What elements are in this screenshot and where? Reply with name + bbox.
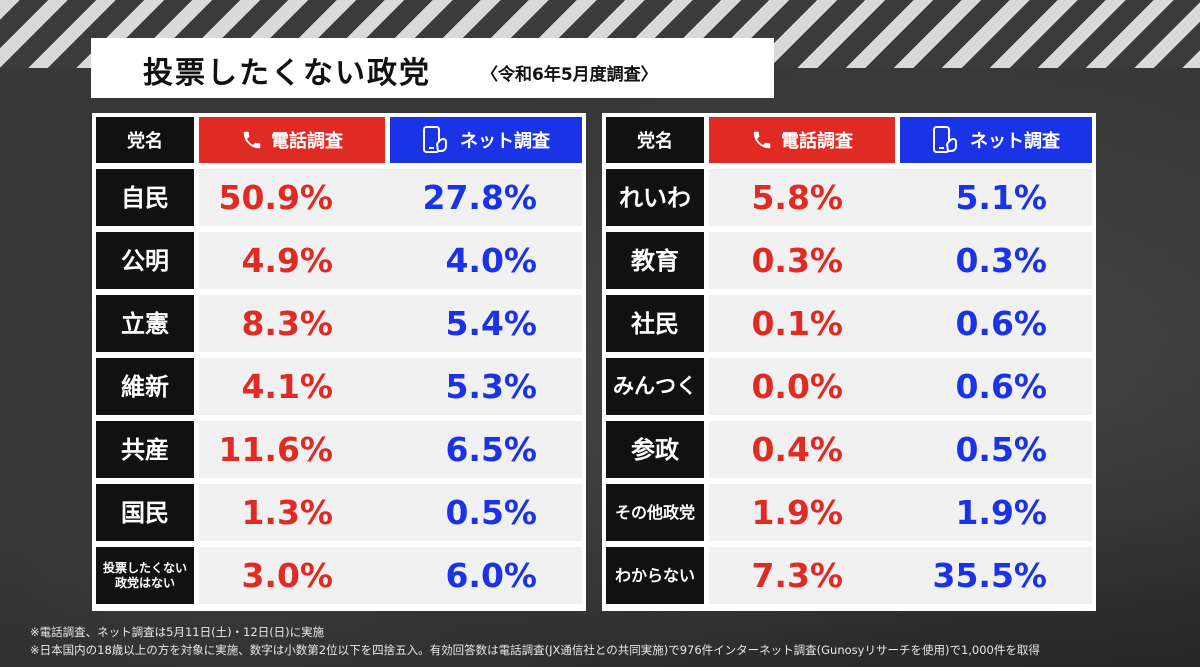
net-value: 5.4% (445, 304, 537, 343)
party-name: 教育 (606, 232, 704, 289)
header-phone-label: 電話調査 (781, 131, 853, 152)
net-value: 0.3% (955, 241, 1047, 280)
left-row: 投票したくない政党はない 3.0% 6.0% (92, 547, 586, 604)
header-net-label: ネット調査 (460, 131, 550, 152)
smartphone-touch-icon (423, 126, 447, 153)
row-background (199, 295, 582, 352)
right-header-phone: 電話調査 (709, 117, 895, 163)
left-row: 自民 50.9% 27.8% (92, 169, 586, 226)
left-row: 維新 4.1% 5.3% (92, 358, 586, 415)
phone-value: 1.3% (241, 493, 333, 532)
phone-value: 4.1% (241, 367, 333, 406)
phone-value: 50.9% (218, 178, 334, 217)
row-background (199, 421, 582, 478)
party-name: わからない (606, 547, 704, 604)
net-value: 0.6% (955, 304, 1047, 343)
net-value: 0.5% (445, 493, 537, 532)
phone-value: 4.9% (241, 241, 333, 280)
party-name: 参政 (606, 421, 704, 478)
row-background (709, 421, 1092, 478)
party-name: 立憲 (96, 295, 194, 352)
row-background (199, 358, 582, 415)
phone-value: 0.4% (751, 430, 843, 469)
footnote-1: ※電話調査、ネット調査は5月11日(土)・12日(日)に実施 (30, 625, 325, 639)
party-name: 自民 (96, 169, 194, 226)
right-row: その他政党 1.9% 1.9% (602, 484, 1096, 541)
net-value: 0.6% (955, 367, 1047, 406)
net-value: 35.5% (932, 556, 1048, 595)
phone-value: 11.6% (218, 430, 334, 469)
row-background (709, 169, 1092, 226)
left-header-phone: 電話調査 (199, 117, 385, 163)
phone-value: 0.0% (751, 367, 843, 406)
right-row: 社民 0.1% 0.6% (602, 295, 1096, 352)
smartphone-touch-icon (933, 126, 957, 153)
row-background (199, 547, 582, 604)
left-row: 立憲 8.3% 5.4% (92, 295, 586, 352)
row-background (709, 358, 1092, 415)
party-name: 投票したくない政党はない (96, 547, 194, 604)
party-name: 公明 (96, 232, 194, 289)
phone-value: 7.3% (751, 556, 843, 595)
net-value: 4.0% (445, 241, 537, 280)
party-name: 国民 (96, 484, 194, 541)
party-name: れいわ (606, 169, 704, 226)
net-value: 27.8% (422, 178, 538, 217)
party-name: 共産 (96, 421, 194, 478)
title-box: 投票したくない政党 〈令和6年5月度調査〉 (91, 38, 774, 98)
phone-value: 8.3% (241, 304, 333, 343)
right-row: れいわ 5.8% 5.1% (602, 169, 1096, 226)
net-value: 6.5% (445, 430, 537, 469)
left-row: 国民 1.3% 0.5% (92, 484, 586, 541)
row-background (709, 232, 1092, 289)
right-table: 党名 電話調査 ネット調査れいわ 5.8% 5.1% 教育 0.3% 0.3% 社民 0.1% 0.… (602, 113, 1096, 611)
row-background (199, 484, 582, 541)
footnote-2: ※日本国内の18歳以上の方を対象に実施、数字は小数第2位以下を四捨五入。有効回答… (30, 643, 1040, 657)
right-row: 参政 0.4% 0.5% (602, 421, 1096, 478)
party-name: その他政党 (606, 484, 704, 541)
party-name: 社民 (606, 295, 704, 352)
right-row: みんつく 0.0% 0.6% (602, 358, 1096, 415)
right-row: わからない 7.3% 35.5% (602, 547, 1096, 604)
left-table: 党名 電話調査 ネット調査自民 50.9% 27.8% 公明 4.9% 4.0% 立憲 8.3% 5… (92, 113, 586, 611)
right-header-party: 党名 (606, 117, 704, 163)
net-value: 6.0% (445, 556, 537, 595)
right-header-net: ネット調査 (900, 117, 1092, 163)
phone-icon (243, 131, 261, 149)
net-value: 0.5% (955, 430, 1047, 469)
phone-value: 0.1% (751, 304, 843, 343)
left-header-party: 党名 (96, 117, 194, 163)
header-net-label: ネット調査 (970, 131, 1060, 152)
phone-value: 1.9% (751, 493, 843, 532)
party-name: 維新 (96, 358, 194, 415)
left-row: 公明 4.9% 4.0% (92, 232, 586, 289)
row-background (199, 232, 582, 289)
header-phone-label: 電話調査 (271, 131, 343, 152)
row-background (709, 484, 1092, 541)
phone-value: 0.3% (751, 241, 843, 280)
phone-icon (753, 131, 771, 149)
party-name: みんつく (606, 358, 704, 415)
row-background (709, 547, 1092, 604)
left-row: 共産 11.6% 6.5% (92, 421, 586, 478)
page-title: 投票したくない政党 (143, 56, 431, 91)
phone-value: 3.0% (241, 556, 333, 595)
right-row: 教育 0.3% 0.3% (602, 232, 1096, 289)
row-background (709, 295, 1092, 352)
row-background (199, 169, 582, 226)
net-value: 5.3% (445, 367, 537, 406)
net-value: 5.1% (955, 178, 1047, 217)
left-header-net: ネット調査 (390, 117, 582, 163)
phone-value: 5.8% (751, 178, 843, 217)
net-value: 1.9% (955, 493, 1047, 532)
survey-period: 〈令和6年5月度調査〉 (481, 65, 658, 85)
